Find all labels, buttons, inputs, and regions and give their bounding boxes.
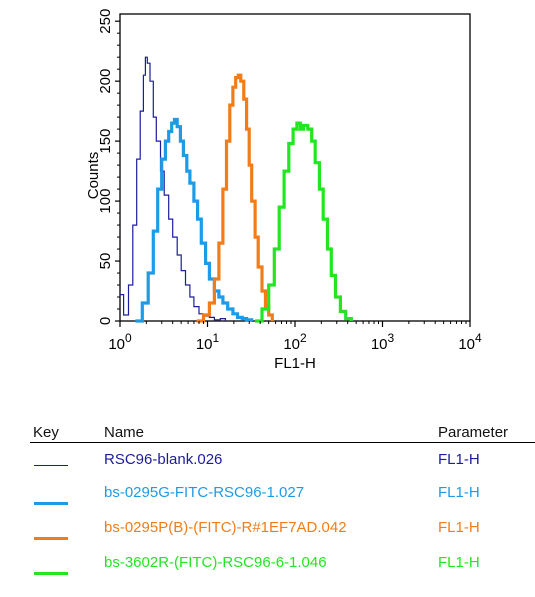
- key-series-parameter: FL1-H: [438, 519, 480, 536]
- key-swatch: [34, 502, 68, 505]
- x-tick-label: 101: [196, 331, 220, 353]
- key-header: Key: [33, 424, 59, 441]
- y-axis-title: Counts: [85, 152, 102, 200]
- y-tick-label: 50: [97, 253, 114, 270]
- x-axis-title: FL1-H: [274, 355, 316, 372]
- x-tick-label: 102: [283, 331, 307, 353]
- key-divider: [30, 442, 535, 443]
- series-line-2: [135, 117, 254, 323]
- y-tick-label: 100: [97, 189, 114, 214]
- name-header: Name: [104, 424, 145, 441]
- key-series-parameter: FL1-H: [438, 451, 480, 468]
- y-tick-label: 200: [97, 69, 114, 94]
- key-row: RSC96-blank.026 FL1-H: [0, 451, 535, 481]
- key-series-name: bs-3602R-(FITC)-RSC96-6-1.046: [104, 554, 327, 571]
- key-swatch: [34, 572, 68, 575]
- key-series-parameter: FL1-H: [438, 554, 480, 571]
- series-line-3: [196, 73, 274, 323]
- plot-frame: [119, 13, 471, 322]
- histogram-curves: [120, 56, 353, 323]
- key-series-name: bs-0295G-FITC-RSC96-1.027: [104, 484, 305, 501]
- histogram-plot: 100 101 102 103 104 0 50 100 150 200 250 FL1-H Cou…: [85, 9, 482, 372]
- x-tick-label: 104: [458, 331, 482, 353]
- y-tick-label: 0: [97, 317, 114, 325]
- series-line-4: [255, 121, 353, 323]
- y-tick-label: 150: [97, 129, 114, 154]
- key-row: bs-0295G-FITC-RSC96-1.027 FL1-H: [0, 484, 535, 514]
- axes: 100 101 102 103 104 0 50 100 150 200 250: [97, 9, 482, 353]
- series-line-1: [120, 56, 226, 321]
- key-series-parameter: FL1-H: [438, 484, 480, 501]
- x-tick-label: 103: [371, 331, 395, 353]
- key-swatch: [34, 465, 68, 466]
- key-series-name: RSC96-blank.026: [104, 451, 223, 468]
- key-row: bs-3602R-(FITC)-RSC96-6-1.046 FL1-H: [0, 554, 535, 584]
- key-row: bs-0295P(B)-(FITC)-R#1EF7AD.042 FL1-H: [0, 519, 535, 549]
- x-tick-label: 100: [108, 331, 132, 353]
- parameter-header: Parameter: [438, 424, 509, 441]
- key-series-name: bs-0295P(B)-(FITC)-R#1EF7AD.042: [104, 519, 347, 536]
- y-tick-label: 250: [97, 9, 114, 34]
- key-swatch: [34, 537, 68, 540]
- legend-key: Key Name Parameter RSC96-blank.026 FL1-H…: [0, 420, 535, 597]
